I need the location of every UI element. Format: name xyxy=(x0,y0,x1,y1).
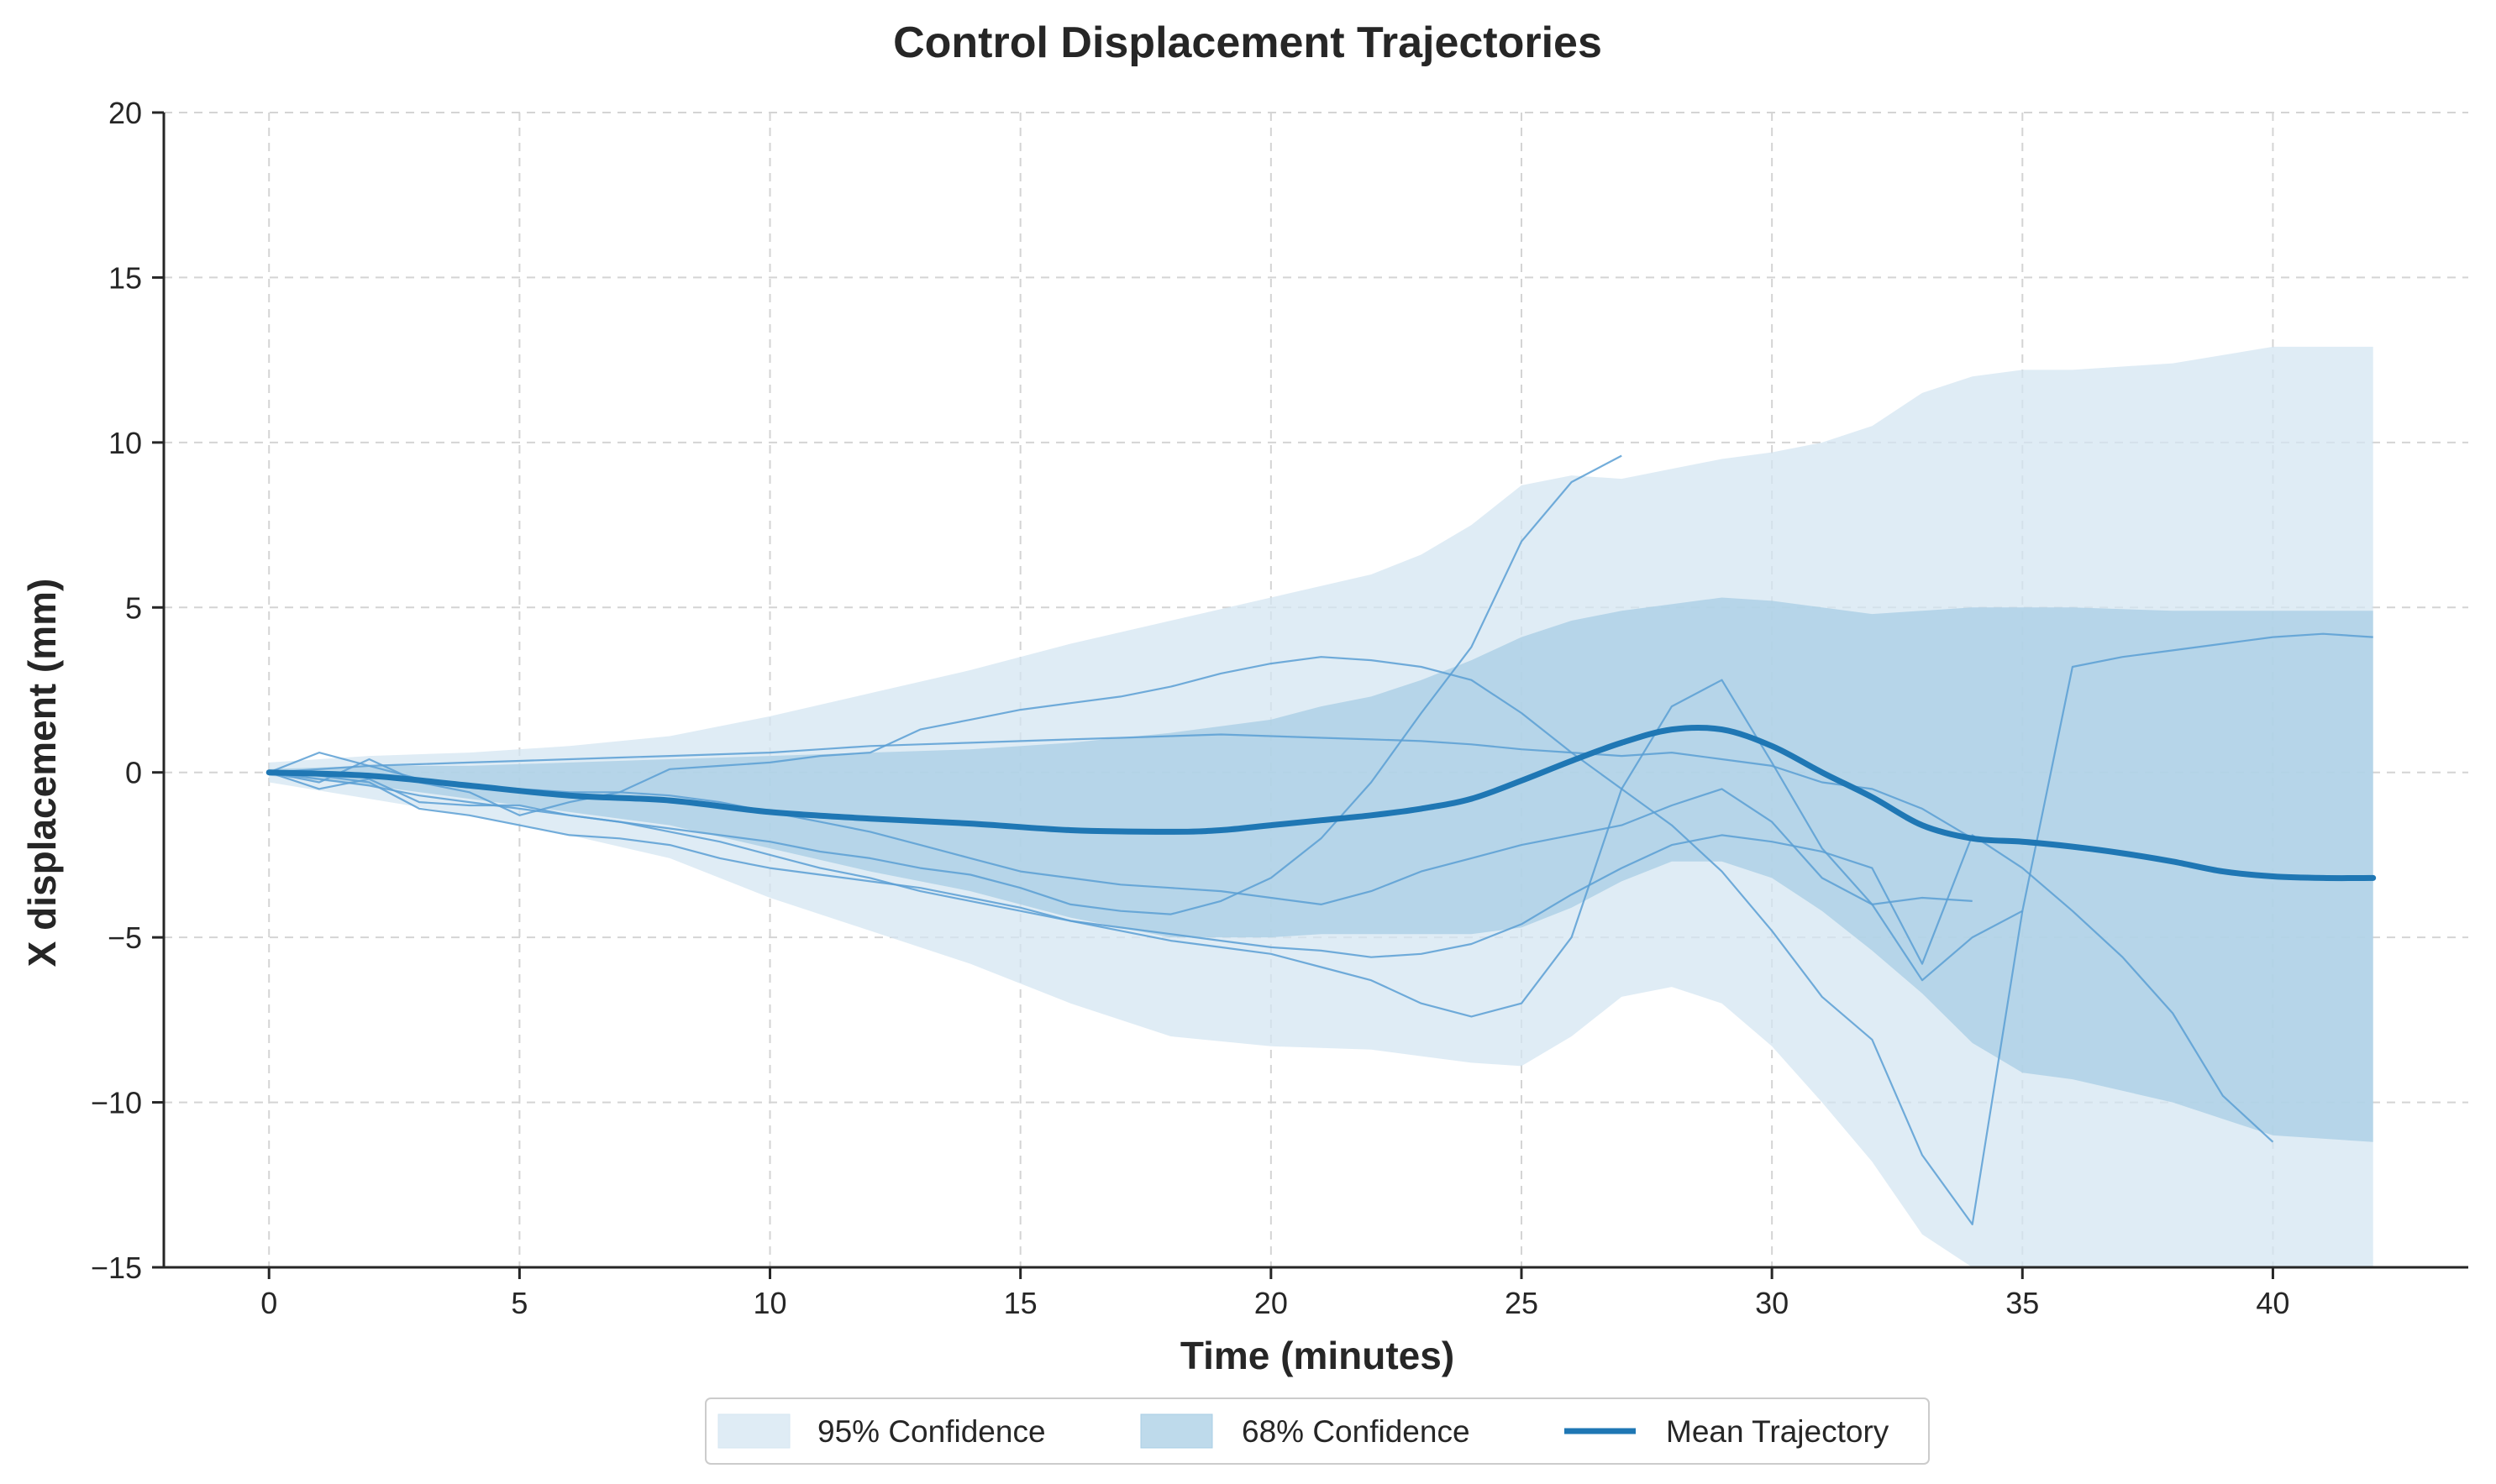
y-ticks: −15 −10 −5 0 5 10 15 20 xyxy=(91,96,164,1285)
y-tick-label-7: 20 xyxy=(108,96,142,130)
legend-swatch-95-confidence xyxy=(717,1413,791,1449)
chart-title: Control Displacement Trajectories xyxy=(893,18,1602,67)
y-tick-label-6: 15 xyxy=(108,260,142,295)
x-tick-label-0: 0 xyxy=(260,1286,277,1320)
x-tick-label-7: 35 xyxy=(2005,1286,2039,1320)
trajectory-line-5 xyxy=(269,632,2373,1018)
x-tick-label-4: 20 xyxy=(1254,1286,1288,1320)
trajectory-line-2 xyxy=(269,733,1973,840)
y-tick-label-1: −10 xyxy=(91,1086,142,1120)
trajectory-line-3 xyxy=(268,752,1973,905)
mean-trajectory-line xyxy=(265,724,2377,882)
x-tick-label-5: 25 xyxy=(1505,1286,1538,1320)
x-tick-label-2: 10 xyxy=(754,1286,787,1320)
y-tick-label-0: −15 xyxy=(91,1251,142,1285)
trajectory-line-4 xyxy=(268,656,2024,1225)
legend-frame xyxy=(705,1397,1930,1465)
legend-label-95-confidence: 95% Confidence xyxy=(817,1414,1046,1449)
x-tick-label-3: 15 xyxy=(1004,1286,1038,1320)
legend: 95% Confidence 68% Confidence Mean Traje… xyxy=(705,1397,1930,1465)
legend-label-mean-trajectory: Mean Trajectory xyxy=(1666,1414,1889,1449)
legend-swatch-68-confidence xyxy=(1140,1413,1213,1449)
x-tick-label-6: 30 xyxy=(1755,1286,1789,1320)
y-tick-label-5: 10 xyxy=(108,426,142,460)
axes xyxy=(162,113,2468,1269)
confidence-bands xyxy=(269,346,2373,1267)
y-tick-label-4: 5 xyxy=(125,590,142,625)
x-tick-label-8: 40 xyxy=(2256,1286,2289,1320)
x-ticks: 0 5 10 15 20 25 30 35 40 xyxy=(260,1267,2289,1320)
legend-label-68-confidence: 68% Confidence xyxy=(1242,1414,1470,1449)
band-68-confidence xyxy=(269,597,2373,1142)
y-tick-label-2: −5 xyxy=(108,920,142,955)
individual-trajectories xyxy=(268,454,2373,1225)
x-axis-label: Time (minutes) xyxy=(1180,1334,1454,1377)
x-tick-label-1: 5 xyxy=(511,1286,528,1320)
y-axis-label: X displacement (mm) xyxy=(20,579,64,967)
trajectory-line-6 xyxy=(269,771,2274,1143)
y-tick-label-3: 0 xyxy=(125,756,142,790)
